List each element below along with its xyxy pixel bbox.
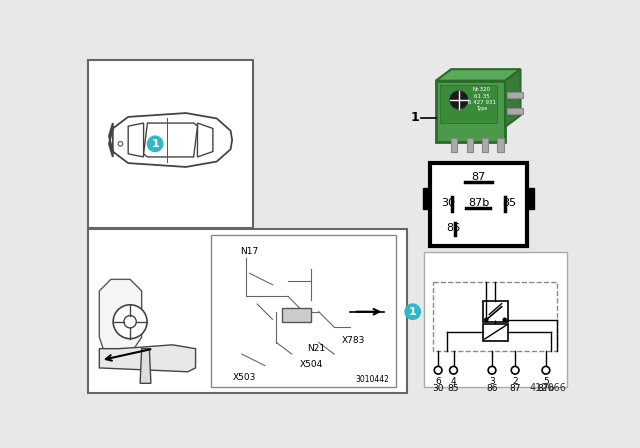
Circle shape	[147, 136, 163, 151]
Bar	[88, 60, 253, 228]
Text: 3: 3	[489, 376, 495, 386]
Bar	[282, 308, 311, 322]
Text: 87b: 87b	[538, 384, 554, 393]
Text: Nr.320: Nr.320	[473, 87, 491, 92]
Text: 86: 86	[446, 223, 460, 233]
Text: 6 427 931: 6 427 931	[468, 100, 496, 105]
Circle shape	[405, 304, 420, 319]
Text: X783: X783	[342, 336, 365, 345]
Text: 87: 87	[472, 172, 486, 182]
Text: 85: 85	[502, 198, 516, 208]
Text: 30: 30	[433, 384, 444, 393]
Bar	[467, 138, 473, 152]
Text: 61 35: 61 35	[474, 94, 490, 99]
Bar	[497, 138, 504, 152]
Circle shape	[450, 366, 458, 374]
Text: 4: 4	[451, 376, 456, 386]
Circle shape	[503, 318, 507, 322]
Circle shape	[118, 142, 123, 146]
Circle shape	[113, 305, 147, 339]
Text: 1: 1	[411, 111, 419, 124]
Bar	[211, 235, 396, 387]
Bar	[422, 188, 431, 209]
Bar	[527, 188, 534, 209]
Text: N17: N17	[240, 247, 259, 256]
Text: 6: 6	[435, 376, 441, 386]
Polygon shape	[109, 113, 232, 167]
Text: 5: 5	[543, 376, 548, 386]
Text: 87b: 87b	[468, 198, 489, 208]
Bar	[508, 108, 523, 114]
Bar	[482, 138, 488, 152]
Polygon shape	[436, 69, 520, 81]
Text: 412066: 412066	[530, 383, 566, 392]
Circle shape	[511, 366, 519, 374]
Text: 86: 86	[486, 384, 498, 393]
Circle shape	[484, 318, 488, 322]
Polygon shape	[128, 123, 143, 157]
Bar	[483, 301, 508, 322]
Bar	[436, 81, 505, 142]
Text: X503: X503	[232, 373, 256, 382]
Bar	[433, 282, 557, 351]
Bar	[424, 252, 566, 387]
Bar	[88, 229, 407, 392]
Polygon shape	[140, 349, 151, 383]
Text: 1: 1	[151, 139, 159, 149]
Text: 85: 85	[448, 384, 460, 393]
Polygon shape	[143, 123, 198, 157]
Text: 1: 1	[409, 307, 417, 317]
Polygon shape	[99, 280, 141, 349]
Circle shape	[124, 315, 136, 328]
Text: 3010442: 3010442	[356, 375, 390, 384]
Circle shape	[488, 366, 496, 374]
Polygon shape	[505, 69, 520, 127]
Bar	[451, 138, 458, 152]
Circle shape	[450, 90, 468, 109]
Text: 2: 2	[512, 376, 518, 386]
Bar	[483, 323, 508, 340]
Text: X504: X504	[300, 360, 323, 369]
Bar	[431, 163, 527, 246]
Circle shape	[542, 366, 550, 374]
Text: 87: 87	[509, 384, 521, 393]
Text: 30: 30	[441, 198, 455, 208]
Bar	[440, 85, 497, 123]
Circle shape	[435, 366, 442, 374]
Text: N21: N21	[307, 344, 325, 353]
Bar	[508, 92, 523, 99]
Text: Type: Type	[476, 106, 488, 111]
Polygon shape	[198, 123, 213, 157]
Polygon shape	[99, 345, 196, 372]
